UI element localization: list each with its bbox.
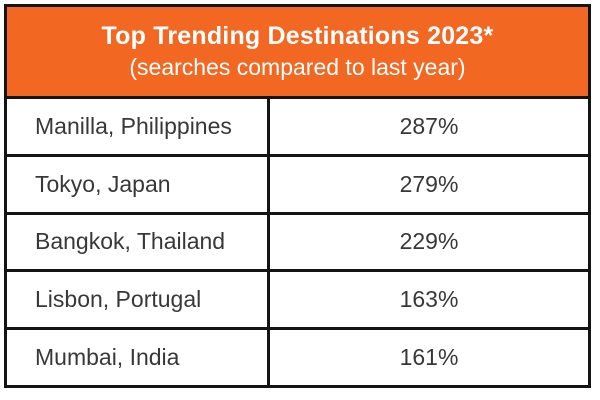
destination-cell: Manilla, Philippines bbox=[7, 99, 270, 154]
table-row: Bangkok, Thailand 229% bbox=[7, 214, 588, 273]
table-row: Lisbon, Portugal 163% bbox=[7, 272, 588, 331]
percent-cell: 161% bbox=[399, 344, 459, 371]
trending-destinations-table: Top Trending Destinations 2023* (searche… bbox=[4, 4, 591, 388]
table-title: Top Trending Destinations 2023* bbox=[101, 22, 494, 51]
destination-cell: Mumbai, India bbox=[7, 330, 270, 385]
table-body: Manilla, Philippines 287% Tokyo, Japan 2… bbox=[7, 99, 588, 385]
table-row: Manilla, Philippines 287% bbox=[7, 99, 588, 157]
destination-cell: Lisbon, Portugal bbox=[7, 272, 270, 328]
percent-cell: 163% bbox=[399, 286, 459, 313]
percent-cell: 229% bbox=[399, 228, 459, 255]
percent-cell: 279% bbox=[399, 170, 459, 197]
destination-cell: Bangkok, Thailand bbox=[7, 214, 270, 270]
table-header: Top Trending Destinations 2023* (searche… bbox=[7, 7, 588, 99]
table-subtitle: (searches compared to last year) bbox=[129, 54, 466, 81]
destination-cell: Tokyo, Japan bbox=[7, 156, 270, 212]
table-row: Tokyo, Japan 279% bbox=[7, 156, 588, 215]
table-row: Mumbai, India 161% bbox=[7, 330, 588, 385]
percent-cell: 287% bbox=[399, 112, 459, 139]
